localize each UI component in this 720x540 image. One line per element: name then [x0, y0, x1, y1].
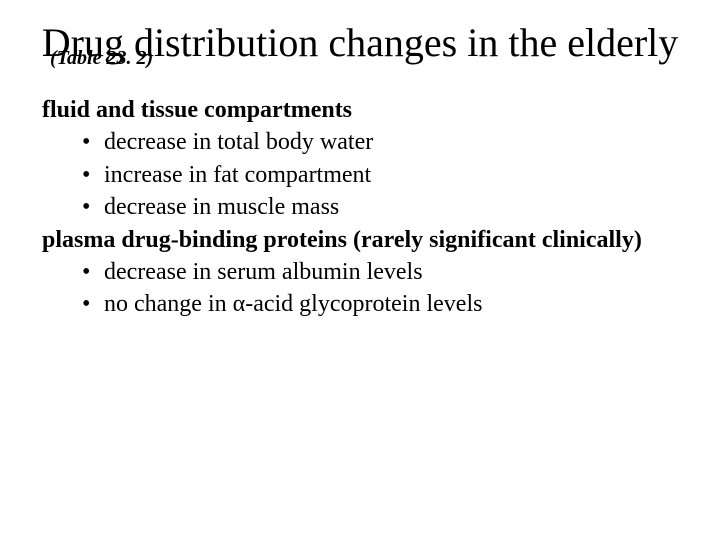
section-heading: fluid and tissue compartments — [42, 94, 680, 126]
list-item: increase in fat compartment — [104, 159, 680, 191]
table-reference: (Table 23. 2) — [50, 47, 153, 70]
bullet-list: decrease in serum albumin levels no chan… — [104, 256, 680, 321]
list-item: decrease in muscle mass — [104, 191, 680, 223]
slide: Drug distribution changes in the elderly… — [0, 0, 720, 540]
list-item: no change in α-acid glycoprotein levels — [104, 288, 680, 320]
bullet-list: decrease in total body water increase in… — [104, 126, 680, 223]
title-block: Drug distribution changes in the elderly… — [40, 20, 680, 66]
section-heading: plasma drug-binding proteins (rarely sig… — [42, 224, 680, 256]
list-item: decrease in serum albumin levels — [104, 256, 680, 288]
content-body: fluid and tissue compartments decrease i… — [42, 94, 680, 321]
list-item: decrease in total body water — [104, 126, 680, 158]
